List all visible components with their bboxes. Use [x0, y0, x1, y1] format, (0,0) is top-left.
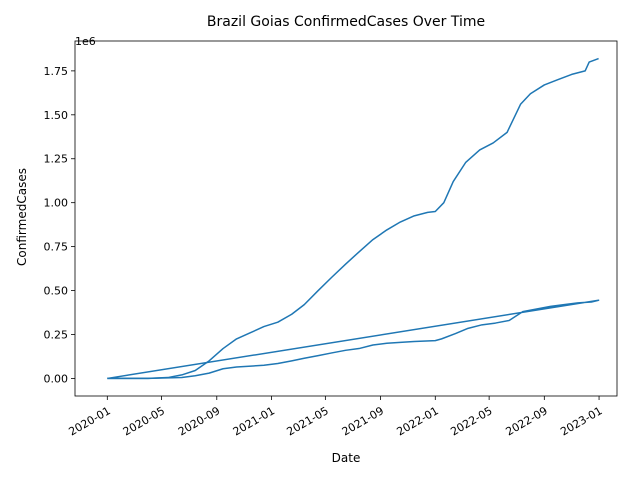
x-tick-label: 2022-05 [448, 404, 494, 438]
y-tick-label: 1.50 [44, 109, 69, 122]
y-tick-label: 1.75 [44, 65, 69, 78]
x-tick-label: 2021-01 [231, 404, 277, 438]
y-tick-label: 0.00 [44, 372, 69, 385]
series-line-1 [107, 57, 599, 380]
x-tick-label: 2021-05 [285, 404, 331, 438]
x-tick-label: 2022-01 [394, 404, 440, 438]
x-tick-label: 2023-01 [558, 404, 604, 438]
plot-lines [107, 57, 600, 380]
y-axis-ticks: 0.00 0.25 0.50 0.75 1.00 1.25 1.50 1.75 [44, 65, 75, 385]
y-tick-label: 1.25 [44, 153, 69, 166]
x-axis-ticks: 2020-01 2020-05 2020-09 2021-01 2021-05 2021-… [66, 396, 605, 439]
x-tick-label: 2021-09 [340, 404, 386, 438]
x-tick-label: 2020-09 [176, 404, 222, 438]
x-tick-label: 2020-05 [121, 404, 167, 438]
y-offset-label: 1e6 [75, 35, 96, 48]
y-axis-label: ConfirmedCases [15, 168, 29, 266]
x-tick-label: 2020-01 [66, 404, 112, 438]
y-tick-label: 0.50 [44, 285, 69, 298]
series-line-2 [107, 299, 600, 380]
y-tick-label: 0.75 [44, 241, 69, 254]
x-axis-label: Date [332, 451, 361, 465]
plot-frame [74, 40, 618, 397]
y-tick-label: 1.00 [44, 197, 69, 210]
y-tick-label: 0.25 [44, 328, 69, 341]
chart-title: Brazil Goias ConfirmedCases Over Time [207, 14, 485, 30]
x-tick-label: 2022-09 [504, 404, 550, 438]
